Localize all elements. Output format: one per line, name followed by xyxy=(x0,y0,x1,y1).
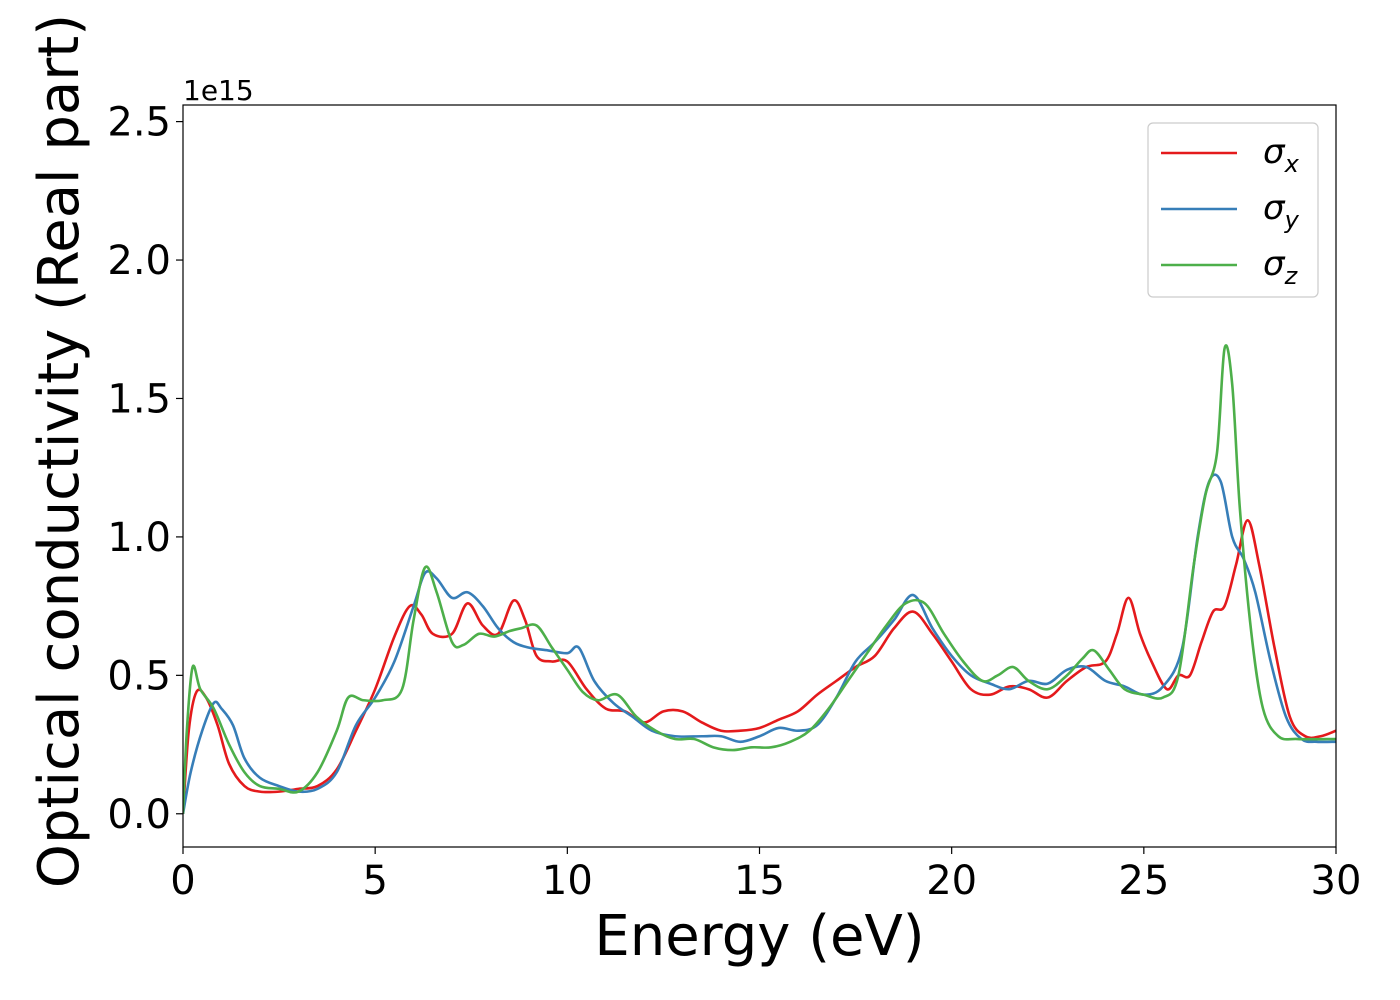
y-axis-ticks: 0.0 0.5 1.0 1.5 2.0 2.5 xyxy=(107,100,183,838)
y-tick-label: 0.0 xyxy=(107,792,171,838)
y-tick-label: 2.5 xyxy=(107,100,171,146)
series-line-z xyxy=(183,344,1336,814)
legend-label-x: σx xyxy=(1263,132,1300,178)
x-axis-ticks: 0 5 10 15 20 25 30 xyxy=(170,847,1361,904)
x-tick-label: 30 xyxy=(1311,858,1362,904)
x-tick-label: 20 xyxy=(926,858,977,904)
y-tick-label: 0.5 xyxy=(107,653,171,699)
series-line-y xyxy=(183,473,1336,815)
legend: σx σy σz xyxy=(1147,122,1319,298)
x-axis-label: Energy (eV) xyxy=(594,904,924,969)
x-tick-label: 5 xyxy=(362,858,387,904)
legend-label-y: σy xyxy=(1263,188,1300,234)
y-axis-offset-text: 1e15 xyxy=(183,74,254,107)
y-tick-label: 2.0 xyxy=(107,238,171,284)
x-tick-label: 0 xyxy=(170,858,195,904)
y-tick-label: 1.0 xyxy=(107,515,171,561)
y-axis-label: Optical conductivity (Real part) xyxy=(27,14,92,888)
series-line-x xyxy=(183,519,1336,814)
y-tick-label: 1.5 xyxy=(107,376,171,422)
x-tick-label: 10 xyxy=(542,858,593,904)
x-tick-label: 15 xyxy=(734,858,785,904)
plot-area xyxy=(183,344,1336,815)
legend-label-z: σz xyxy=(1263,244,1299,290)
x-tick-label: 25 xyxy=(1118,858,1169,904)
